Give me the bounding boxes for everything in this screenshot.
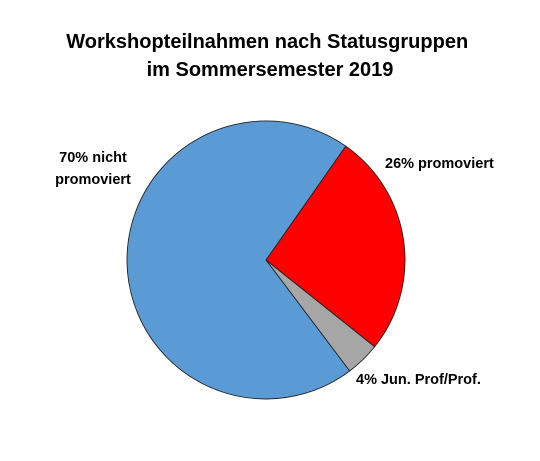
slice-label-line: 70% nicht: [59, 150, 127, 166]
pie-slices: [126, 120, 406, 400]
chart-title-line-2: im Sommersemester 2019: [147, 59, 394, 81]
slice-label: 4% Jun. Prof/Prof.: [356, 372, 481, 388]
slice-label: 26% promoviert: [385, 156, 494, 172]
pie-slice: [265, 145, 406, 348]
pie-slice: [126, 120, 351, 400]
slice-label-line: 26% promoviert: [385, 156, 494, 172]
chart-title: Workshopteilnahmen nach Statusgruppen im…: [66, 31, 473, 81]
slice-label: 70% nicht promoviert: [55, 150, 131, 188]
pie-labels: 26% promoviert 4% Jun. Prof/Prof. 70% nich…: [55, 150, 494, 388]
slice-label-line: 4% Jun. Prof/Prof.: [356, 372, 481, 388]
chart-title-line-1: Workshopteilnahmen nach Statusgruppen: [66, 31, 468, 53]
slice-label-line: promoviert: [55, 172, 131, 188]
